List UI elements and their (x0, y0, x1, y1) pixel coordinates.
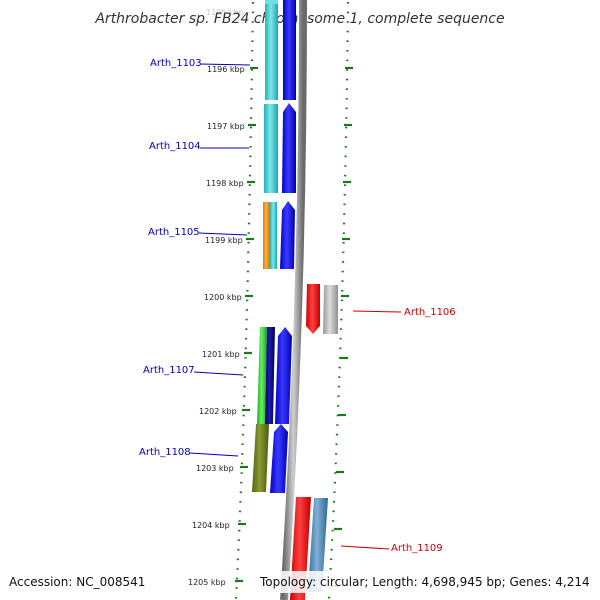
cds-arrow (280, 201, 295, 269)
inner-dotted-track (234, 1, 255, 600)
cog-band-orange (263, 202, 270, 269)
accession-text: Accession: NC_008541 (9, 575, 145, 589)
tick-label: 1198 kbp (206, 179, 244, 188)
gene-label-arth-1107[interactable]: Arth_1107 (143, 365, 195, 376)
cog-band-cyan (270, 202, 277, 269)
cog-band-navy (265, 327, 275, 424)
tick-label: 1201 kbp (202, 350, 240, 359)
tick-label: 1205 kbp (188, 578, 226, 587)
cog-band-olive (252, 424, 269, 492)
gene-arth-1106[interactable] (306, 284, 338, 334)
tick-label: 1197 kbp (207, 122, 245, 131)
tick-label: 1200 kbp (204, 293, 242, 302)
gene-label-arth-1108[interactable]: Arth_1108 (139, 447, 191, 458)
gene-label-arth-1106[interactable]: Arth_1106 (404, 307, 456, 318)
cog-band-green (257, 327, 267, 424)
cog-band (323, 285, 338, 334)
footer-topology-bg (255, 571, 600, 593)
tick-label: 1199 kbp (205, 236, 243, 245)
cog-band-edge (265, 0, 278, 4)
tick-label-partial: 1195 kbp (206, 8, 244, 17)
gene-label-arth-1105[interactable]: Arth_1105 (148, 227, 200, 238)
gene-label-arth-1103[interactable]: Arth_1103 (150, 58, 202, 69)
gene-arth-1104[interactable] (264, 103, 296, 193)
topology-text: Topology: circular; Length: 4,698,945 bp… (259, 575, 590, 589)
gene-label-arth-1104[interactable]: Arth_1104 (149, 141, 201, 152)
gene-arth-1108[interactable] (252, 424, 288, 493)
cds-arrow (283, 0, 296, 100)
tick-label: 1202 kbp (199, 407, 237, 416)
cog-band (265, 0, 278, 100)
gene-arth-1107[interactable] (257, 327, 292, 424)
footer-accession-bg (0, 571, 152, 593)
genome-backbone (280, 0, 307, 600)
scale-labels: 1195 kbp 1196 kbp 1197 kbp 1198 kbp 1199… (188, 8, 245, 587)
cog-band (308, 498, 328, 592)
gene-arth-1103[interactable] (265, 0, 296, 100)
tick-label: 1203 kbp (196, 464, 234, 473)
gene-arth-1105[interactable] (263, 201, 295, 269)
tick-label: 1204 kbp (192, 521, 230, 530)
cds-arrow (306, 284, 320, 334)
gene-labels: Arth_1103 Arth_1104 Arth_1105 Arth_1106 … (139, 58, 456, 554)
label-connectors (189, 63, 402, 550)
gene-label-arth-1109[interactable]: Arth_1109 (391, 543, 443, 554)
cds-arrow (282, 103, 296, 193)
cds-arrow (270, 424, 288, 493)
cds-arrow (275, 327, 292, 424)
cog-band (264, 104, 278, 193)
tick-label: 1196 kbp (207, 65, 245, 74)
outer-dotted-track (327, 1, 350, 600)
